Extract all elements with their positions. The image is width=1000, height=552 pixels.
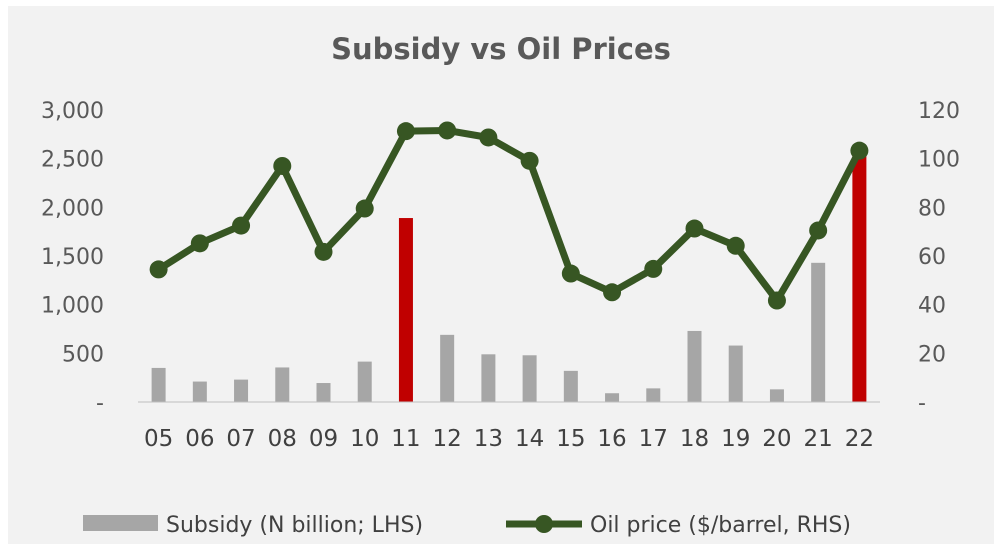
subsidy-bar (275, 367, 290, 402)
oil-price-point (685, 219, 704, 238)
left-axis-tick-label: - (96, 391, 104, 416)
x-axis-tick-label: 19 (721, 426, 750, 452)
x-axis-tick-label: 14 (515, 426, 544, 452)
left-axis-tick-label: 1,000 (41, 294, 104, 319)
x-axis-tick-label: 21 (804, 426, 833, 452)
oil-price-point (438, 121, 457, 140)
oil-price-point (149, 260, 168, 279)
subsidy-bar (398, 218, 413, 402)
oil-price-point (644, 259, 663, 278)
oil-price-point (850, 141, 869, 160)
oil-price-point (355, 199, 374, 218)
oil-price-line (156, 126, 863, 305)
subsidy-bar (852, 152, 867, 402)
x-axis-tick-label: 07 (226, 426, 255, 452)
x-axis-tick-label: 09 (309, 426, 338, 452)
right-axis-tick-label: 40 (918, 294, 946, 319)
x-axis-tick-label: 06 (185, 426, 214, 452)
x-axis-tick-label: 16 (597, 426, 626, 452)
chart-plot: - 500 1,000 1,500 2,000 2,500 3,000 - 20 40 60 80 10… (41, 99, 960, 538)
oil-price-point (232, 216, 251, 235)
subsidy-bar (151, 367, 166, 402)
oil-price-point (190, 234, 209, 253)
right-axis-tick-label: 20 (918, 342, 946, 367)
subsidy-bar (440, 334, 455, 402)
left-axis-tick-label: 1,500 (41, 245, 104, 270)
legend-label-subsidy: Subsidy (N billion; LHS) (166, 513, 423, 538)
subsidy-bar (646, 388, 661, 402)
x-axis-tick-label: 20 (762, 426, 791, 452)
subsidy-bar (234, 379, 249, 402)
x-axis-tick-label: 22 (845, 426, 874, 452)
subsidy-bar (481, 354, 496, 402)
right-axis-tick-label: - (918, 391, 926, 416)
x-axis-tick-label: 17 (639, 426, 668, 452)
right-axis-tick-label: 60 (918, 245, 946, 270)
x-axis-tick-label: 18 (680, 426, 709, 452)
subsidy-bar (563, 370, 578, 402)
oil-price-point (273, 156, 292, 175)
oil-price-point (479, 128, 498, 147)
oil-price-point (520, 151, 539, 170)
subsidy-bar (687, 330, 702, 402)
legend-swatch-subsidy (83, 515, 158, 531)
x-axis-tick-label: 08 (268, 426, 297, 452)
left-axis-tick-label: 500 (62, 342, 104, 367)
subsidy-bar (811, 262, 826, 402)
right-axis-tick-label: 80 (918, 196, 946, 221)
subsidy-bar (522, 355, 537, 402)
subsidy-bar (357, 361, 372, 402)
x-axis-tick-label: 13 (474, 426, 503, 452)
subsidy-bar (192, 381, 207, 402)
oil-price-point (809, 221, 828, 240)
right-axis-tick-label: 100 (918, 148, 960, 173)
oil-price-point (726, 236, 745, 255)
oil-price-point (561, 264, 580, 283)
subsidy-bar (769, 389, 784, 402)
subsidy-bar (728, 345, 743, 402)
oil-price-point (767, 291, 786, 310)
x-axis-tick-label: 05 (144, 426, 173, 452)
oil-price-point (603, 283, 622, 302)
oil-price-point (314, 242, 333, 261)
chart-title: Subsidy vs Oil Prices (331, 32, 671, 66)
left-axis-tick-label: 3,000 (41, 99, 104, 124)
x-axis-tick-label: 15 (556, 426, 585, 452)
x-axis-tick-label: 10 (350, 426, 379, 452)
x-axis-tick-label: 12 (433, 426, 462, 452)
left-axis-tick-label: 2,500 (41, 148, 104, 173)
right-axis-tick-label: 120 (918, 99, 960, 124)
x-axis-tick-label: 11 (391, 426, 420, 452)
legend-label-oil-price: Oil price ($/barrel, RHS) (590, 513, 851, 538)
chart-area: Subsidy vs Oil Prices - 500 1,000 1,500 2,00… (8, 6, 994, 544)
oil-price-point (396, 122, 415, 141)
left-axis-tick-label: 2,000 (41, 196, 104, 221)
subsidy-bar (605, 393, 620, 402)
legend-swatch-oil-marker (535, 515, 553, 533)
subsidy-bar (316, 383, 331, 402)
